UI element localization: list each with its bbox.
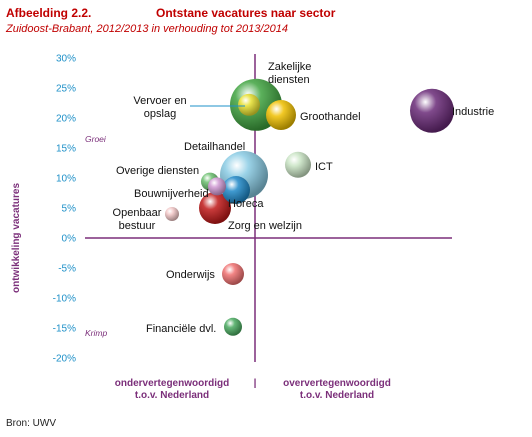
bubble-label: opslag xyxy=(144,108,176,120)
quadrant-label-decline: Krimp xyxy=(85,328,107,338)
y-tick-label: 10% xyxy=(56,174,76,185)
bubble-vervoer-en-opslag xyxy=(238,93,260,116)
chart-title: Ontstane vacatures naar sector xyxy=(156,6,336,20)
bubble-horeca xyxy=(208,177,226,196)
bubble-label: Openbaar xyxy=(113,207,162,219)
bubble-label: Groothandel xyxy=(300,111,361,123)
bubble-zorg-en-welzijn xyxy=(199,192,231,224)
y-tick-label: 15% xyxy=(56,144,76,155)
y-axis-label: ontwikkeling vacatures xyxy=(11,183,22,293)
quadrant-label-growth: Groei xyxy=(85,134,107,144)
bubble-industrie xyxy=(410,88,454,133)
bubble-groothandel xyxy=(266,100,296,130)
x-caption-right: oververtegenwoordigd t.o.v. Nederland xyxy=(283,378,391,401)
y-tick-label: 25% xyxy=(56,84,76,95)
y-tick-label: -20% xyxy=(53,354,76,365)
source-note: Bron: UWV xyxy=(6,418,57,429)
figure-header: Afbeelding 2.2. Ontstane vacatures naar … xyxy=(6,6,335,20)
bubble-bouwnijverheid xyxy=(222,176,250,204)
bubble-label: Detailhandel xyxy=(184,141,245,153)
bubble-label: bestuur xyxy=(119,220,156,232)
x-caption-left: ondervertegenwoordigd t.o.v. Nederland xyxy=(115,378,229,401)
figure-number: Afbeelding 2.2. xyxy=(6,6,92,20)
bubble-openbaar-bestuur xyxy=(165,207,179,221)
y-tick-label: 5% xyxy=(62,204,77,215)
x-caption-separator: | xyxy=(254,378,257,389)
y-tick-label: 20% xyxy=(56,114,76,125)
bubble-label: Vervoer en xyxy=(133,95,186,107)
bubble-label: Industrie xyxy=(452,106,494,118)
y-tick-label: 30% xyxy=(56,54,76,65)
y-tick-label: -5% xyxy=(58,264,76,275)
bubble-label: diensten xyxy=(268,74,310,86)
bubble-ict xyxy=(285,151,311,178)
y-tick-label: 0% xyxy=(62,234,77,245)
chart-subtitle: Zuidoost-Brabant, 2012/2013 in verhoudin… xyxy=(6,23,288,35)
bubble-label: Bouwnijverheid xyxy=(134,188,209,200)
bubble-onderwijs xyxy=(222,263,244,285)
bubble-label: Onderwijs xyxy=(166,269,215,281)
bubble-label: Financiële dvl. xyxy=(146,323,216,335)
bubble-label: Overige diensten xyxy=(116,165,199,177)
bubble-label: Zakelijke xyxy=(268,61,311,73)
bubble-label: Zorg en welzijn xyxy=(228,220,302,232)
bubble-financiele-dvl xyxy=(224,317,242,336)
bubble-label: Horeca xyxy=(228,198,264,210)
y-tick-label: -10% xyxy=(53,294,76,305)
y-tick-label: -15% xyxy=(53,324,76,335)
bubble-label: ICT xyxy=(315,161,333,173)
